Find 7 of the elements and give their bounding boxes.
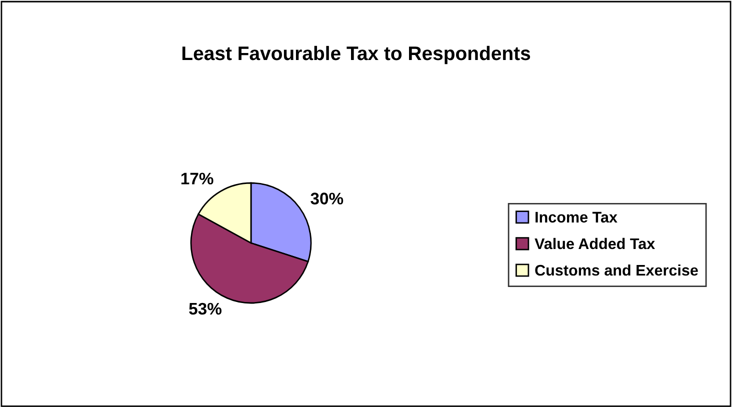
data-label: 30% bbox=[310, 192, 344, 204]
data-label: 53% bbox=[189, 302, 222, 315]
legend-label: Customs and Exercise bbox=[535, 264, 698, 276]
data-label: 17% bbox=[181, 172, 214, 184]
chart-title: Least Favourable Tax to Respondents bbox=[182, 46, 530, 64]
legend-label: Value Added Tax bbox=[534, 238, 656, 250]
legend-label: Income Tax bbox=[536, 212, 618, 223]
